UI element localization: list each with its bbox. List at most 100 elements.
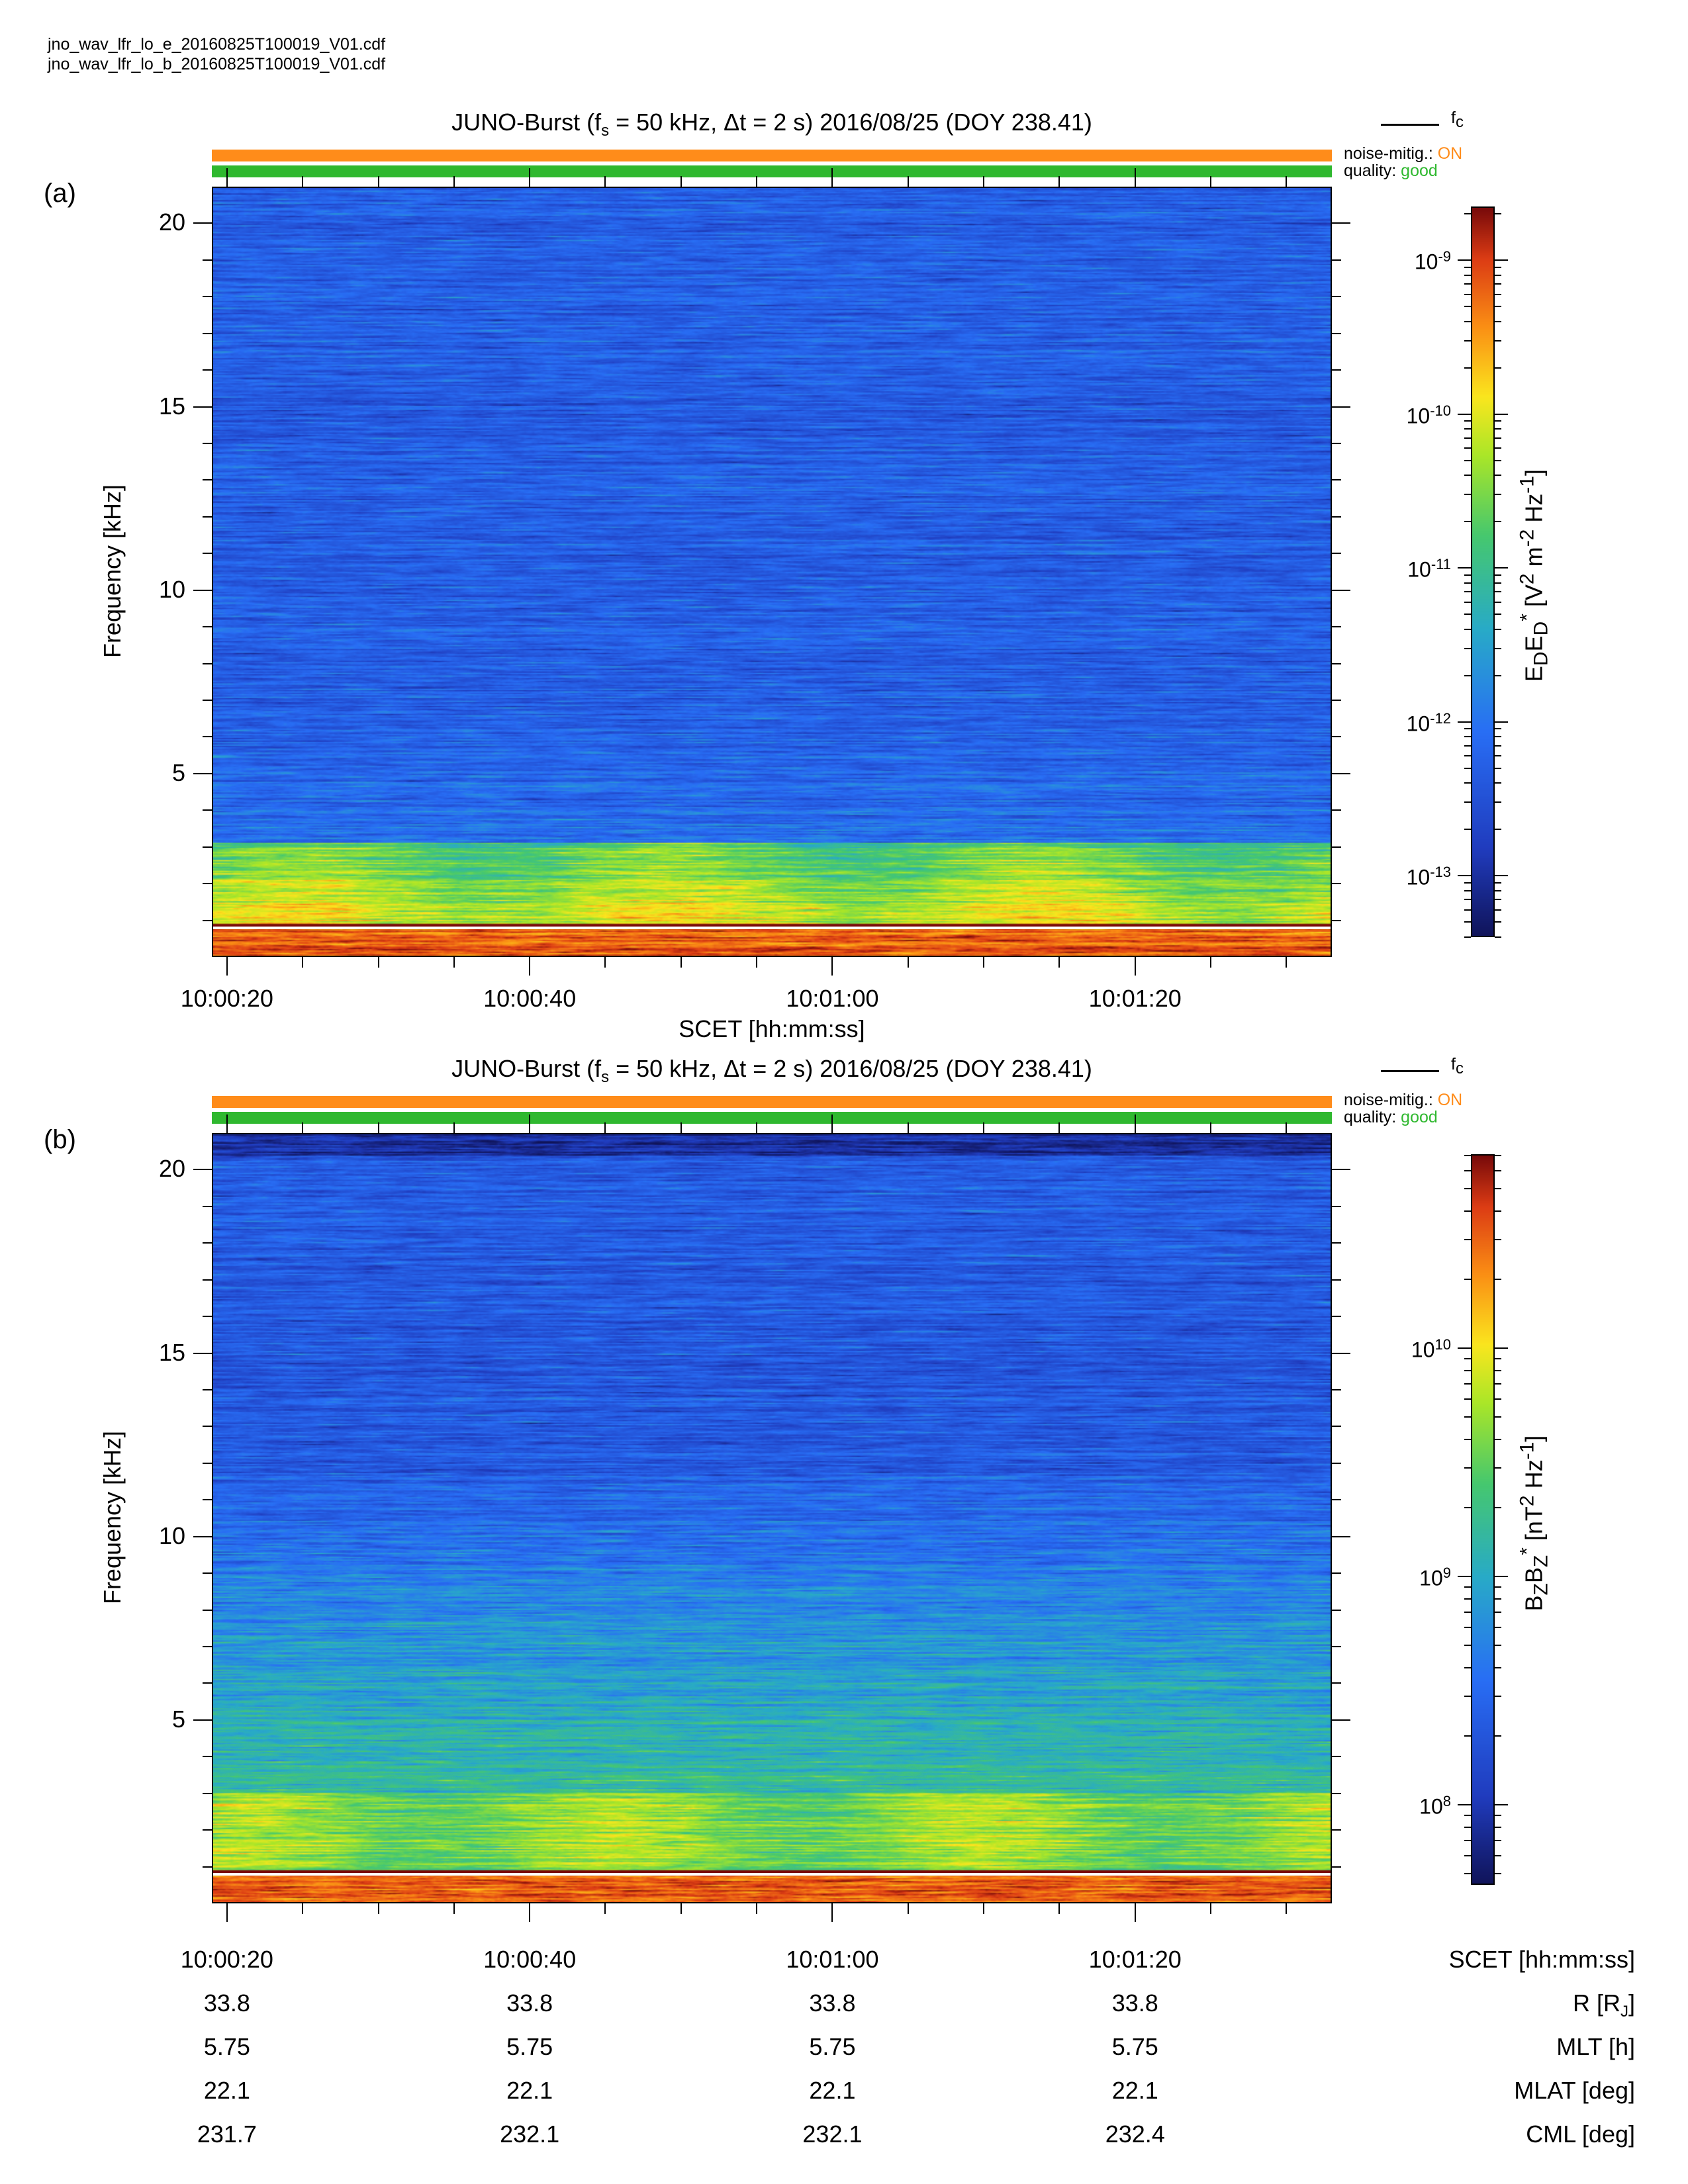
y-minor-tick bbox=[203, 883, 212, 885]
colorbar-minor-tick bbox=[1464, 1695, 1471, 1697]
noise-mitigation-value: ON bbox=[1437, 1091, 1463, 1109]
x-major-tick-top bbox=[226, 168, 228, 187]
x-tick-label: 10:01:20 bbox=[1088, 985, 1182, 1012]
x-minor-tick bbox=[302, 957, 304, 968]
y-minor-tick bbox=[203, 332, 212, 334]
ephemeris-label-text: R [R bbox=[1572, 1989, 1620, 2017]
y-axis-title: Frequency [kHz] bbox=[99, 484, 126, 659]
y-minor-tick-right bbox=[1332, 1866, 1341, 1868]
quality-bar bbox=[212, 165, 1332, 177]
colorbar-minor-tick-right bbox=[1495, 745, 1501, 747]
y-minor-tick bbox=[203, 662, 212, 664]
colorbar-tick-base: 10 bbox=[1414, 250, 1438, 274]
colorbar-minor-tick bbox=[1464, 628, 1471, 630]
x-tick-label: 10:00:40 bbox=[483, 985, 577, 1012]
colorbar-major-tick-right bbox=[1495, 413, 1508, 415]
x-minor-tick-top bbox=[756, 1122, 758, 1133]
colorbar-minor-tick bbox=[1464, 1358, 1471, 1360]
colorbar-minor-tick-right bbox=[1495, 1873, 1501, 1875]
colorbar-tick-base: 10 bbox=[1407, 557, 1431, 582]
colorbar-minor-tick bbox=[1464, 1210, 1471, 1212]
colorbar-minor-tick-right bbox=[1495, 1598, 1501, 1600]
colorbar-minor-tick-right bbox=[1495, 1358, 1501, 1360]
colorbar-minor-tick bbox=[1464, 574, 1471, 576]
colorbar-minor-tick-right bbox=[1495, 1154, 1501, 1156]
x-minor-tick-top bbox=[983, 176, 985, 187]
colorbar-minor-tick bbox=[1464, 1154, 1471, 1156]
colorbar-minor-tick-right bbox=[1495, 1467, 1501, 1469]
y-minor-tick bbox=[203, 1829, 212, 1831]
x-minor-tick bbox=[604, 957, 606, 968]
y-minor-tick bbox=[203, 1426, 212, 1428]
y-minor-tick bbox=[203, 516, 212, 518]
quality-text: quality: bbox=[1344, 1108, 1401, 1126]
x-major-tick bbox=[1134, 957, 1136, 976]
y-minor-tick bbox=[203, 1389, 212, 1390]
colorbar-major-tick bbox=[1458, 1576, 1471, 1578]
colorbar-minor-tick-right bbox=[1495, 437, 1501, 439]
file-name-e: jno_wav_lfr_lo_e_20160825T100019_V01.cdf bbox=[48, 35, 386, 54]
x-minor-tick-top bbox=[907, 176, 909, 187]
ephemeris-label: CML [deg] bbox=[1397, 2120, 1635, 2148]
y-minor-tick bbox=[203, 1242, 212, 1244]
x-minor-tick bbox=[907, 957, 909, 968]
x-tick-label: 10:00:20 bbox=[180, 985, 273, 1012]
colorbar-minor-tick bbox=[1464, 494, 1471, 496]
colorbar-minor-tick bbox=[1464, 1438, 1471, 1440]
colorbar-minor-tick-right bbox=[1495, 1210, 1501, 1212]
chart-title-pre: JUNO-Burst (f bbox=[451, 1055, 602, 1082]
y-minor-tick-right bbox=[1332, 1499, 1341, 1501]
y-minor-tick-right bbox=[1332, 332, 1341, 334]
ephemeris-value: 33.8 bbox=[809, 1989, 856, 2017]
colorbar-minor-tick bbox=[1464, 899, 1471, 901]
colorbar-tick-base: 10 bbox=[1411, 1338, 1435, 1362]
colorbar-minor-tick bbox=[1464, 1507, 1471, 1509]
y-tick-label: 20 bbox=[158, 208, 185, 236]
ephemeris-value: 10:01:20 bbox=[1088, 1946, 1182, 1973]
colorbar-major-tick-right bbox=[1495, 721, 1508, 723]
x-major-tick bbox=[529, 1903, 531, 1922]
fc-legend-line bbox=[1381, 1070, 1439, 1072]
ephemeris-value: 22.1 bbox=[1111, 2077, 1158, 2104]
colorbar-tick-exp: 10 bbox=[1434, 1336, 1451, 1353]
y-minor-tick bbox=[203, 1792, 212, 1794]
x-minor-tick bbox=[1210, 957, 1212, 968]
colorbar-minor-tick-right bbox=[1495, 1188, 1501, 1190]
colorbar-minor-tick bbox=[1464, 767, 1471, 769]
ephemeris-value: 232.1 bbox=[500, 2120, 560, 2148]
x-minor-tick-top bbox=[377, 176, 379, 187]
ephemeris-label-tail: ] bbox=[1628, 1989, 1635, 2017]
fc-legend-line bbox=[1381, 124, 1439, 126]
colorbar-minor-tick bbox=[1464, 1188, 1471, 1190]
x-minor-tick bbox=[680, 957, 682, 968]
colorbar-minor-tick bbox=[1464, 1735, 1471, 1737]
colorbar-minor-tick-right bbox=[1495, 647, 1501, 649]
colorbar-minor-tick bbox=[1464, 521, 1471, 523]
colorbar-minor-tick bbox=[1464, 936, 1471, 938]
colorbar-minor-tick-right bbox=[1495, 591, 1501, 593]
colorbar-minor-tick-right bbox=[1495, 801, 1501, 803]
colorbar-minor-tick bbox=[1464, 1666, 1471, 1668]
y-minor-tick-right bbox=[1332, 1389, 1341, 1390]
colorbar bbox=[1471, 206, 1495, 937]
x-major-tick bbox=[831, 1903, 833, 1922]
noise-mitigation-bar bbox=[212, 1096, 1332, 1108]
y-minor-tick-right bbox=[1332, 1426, 1341, 1428]
y-axis-title: Frequency [kHz] bbox=[99, 1430, 126, 1605]
colorbar-minor-tick-right bbox=[1495, 1438, 1501, 1440]
colorbar-tick-base: 10 bbox=[1406, 865, 1430, 889]
quality-value: good bbox=[1401, 161, 1438, 180]
colorbar-minor-tick-right bbox=[1495, 1586, 1501, 1588]
x-minor-tick-top bbox=[756, 176, 758, 187]
colorbar-minor-tick-right bbox=[1495, 428, 1501, 430]
colorbar-minor-tick bbox=[1464, 728, 1471, 730]
y-major-tick-right bbox=[1332, 589, 1350, 591]
colorbar-minor-tick-right bbox=[1495, 340, 1501, 341]
y-major-tick bbox=[193, 222, 212, 224]
colorbar-tick-exp: -12 bbox=[1430, 709, 1451, 727]
x-minor-tick-top bbox=[1286, 1122, 1288, 1133]
colorbar-minor-tick-right bbox=[1495, 782, 1501, 784]
y-minor-tick bbox=[203, 1462, 212, 1464]
ephemeris-label-text: MLT [h] bbox=[1556, 2033, 1635, 2060]
colorbar-minor-tick-right bbox=[1495, 1815, 1501, 1817]
